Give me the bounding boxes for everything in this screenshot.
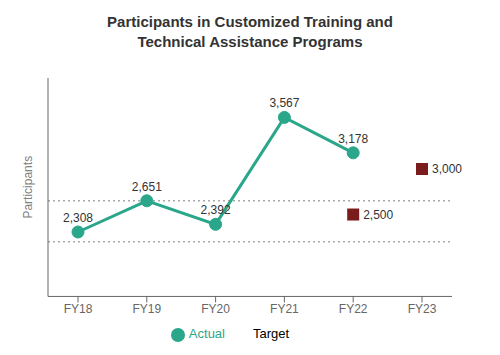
svg-text:3,178: 3,178: [338, 132, 368, 146]
svg-text:FY20: FY20: [201, 302, 230, 316]
html-text:Actual: Actual: [188, 326, 225, 342]
svg-text:2,308: 2,308: [63, 211, 93, 225]
svg-text:2,392: 2,392: [201, 203, 231, 217]
svg-text:FY22: FY22: [339, 302, 368, 316]
svg-text:3,567: 3,567: [269, 96, 299, 110]
svg-text:3,000: 3,000: [432, 162, 462, 176]
svg-text:FY18: FY18: [64, 302, 93, 316]
html-text:Participants in Customized Tra: Participants in Customized Training and: [107, 13, 393, 30]
svg-text:FY21: FY21: [270, 302, 299, 316]
svg-text:FY23: FY23: [408, 302, 437, 316]
svg-text:Participants: Participants: [21, 156, 35, 219]
svg-text:2,500: 2,500: [363, 208, 393, 222]
svg-text:2,651: 2,651: [132, 180, 162, 194]
html-text:Target: Target: [253, 326, 290, 342]
svg-text:FY19: FY19: [132, 302, 161, 316]
html-text:Technical Assistance Programs: Technical Assistance Programs: [137, 33, 363, 50]
